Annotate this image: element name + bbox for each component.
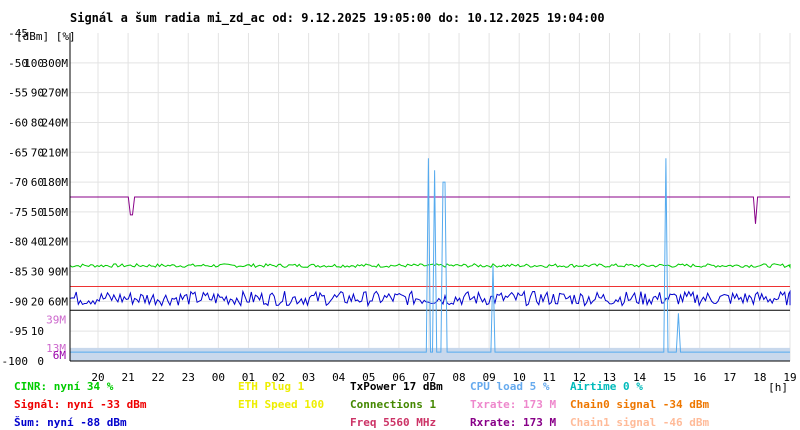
y-tick-label-rate: 180M <box>42 176 69 189</box>
x-tick-label: 12 <box>573 371 586 384</box>
x-tick-label: 21 <box>121 371 134 384</box>
x-tick-label: 10 <box>513 371 526 384</box>
legend-item: CINR: nyní 34 % <box>14 380 114 393</box>
legend-item: Freq 5560 MHz <box>350 416 436 429</box>
legend-item: Connections 1 <box>350 398 436 411</box>
x-tick-label: 00 <box>212 371 225 384</box>
legend: CINR: nyní 34 % Signál: nyní -33 dBm Šum: … <box>14 380 709 429</box>
x-tick-label: 04 <box>332 371 346 384</box>
y-tick-label-pct: 40 <box>31 236 44 249</box>
x-tick-label: 09 <box>483 371 496 384</box>
y-side-label: 6M <box>53 349 67 362</box>
series-line-cinr <box>69 263 791 269</box>
x-tick-label: 02 <box>272 371 285 384</box>
y-tick-label-pct: 30 <box>31 266 44 279</box>
y-side-label: 39M <box>46 313 66 326</box>
y-tick-label-pct: 50 <box>31 206 44 219</box>
y-tick-label-dbm: -80 <box>8 236 28 249</box>
x-axis: 20 21 22 23 00 01 02 03 04 05 06 07 08 09 10 11 12 13 14 15… <box>91 371 796 394</box>
y-tick-label-dbm: -60 <box>8 116 28 129</box>
legend-item: Chain0 signal -34 dBm <box>570 398 709 411</box>
x-tick-label: 03 <box>302 371 315 384</box>
y-tick-label-dbm: -75 <box>8 206 28 219</box>
y-tick-label-rate: 300M <box>42 57 69 70</box>
x-tick-label: 22 <box>152 371 165 384</box>
series-line-sign-l <box>70 196 790 224</box>
y-tick-label-pct: 100 <box>24 57 44 70</box>
chart-title: Signál a šum radia mi_zd_ac od: 9.12.202… <box>70 11 605 26</box>
y-tick-label-dbm: -50 <box>8 57 28 70</box>
x-tick-label: 13 <box>603 371 616 384</box>
y-tick-label-rate: 270M <box>42 87 69 100</box>
x-tick-label: 14 <box>633 371 647 384</box>
legend-item: Rxrate: 173 M <box>470 416 556 429</box>
legend-item: Šum: nyní -88 dBm <box>14 416 127 429</box>
y-tick-label-pct: 60 <box>31 176 44 189</box>
legend-item: TxPower 17 dBm <box>350 380 443 393</box>
legend-item: ETH Plug 1 <box>238 380 305 393</box>
x-tick-label: 15 <box>663 371 676 384</box>
series-line--um <box>69 289 791 308</box>
x-tick-label: 19 <box>783 371 796 384</box>
y-tick-label-dbm: -45 <box>8 27 28 40</box>
low-rate-band <box>70 347 790 361</box>
y-tick-label-pct: 10 <box>31 325 44 338</box>
series-line-txrate-rxrate <box>70 158 790 353</box>
y-tick-label-dbm: -100 <box>2 355 29 368</box>
legend-item: CPU load 5 % <box>470 380 550 393</box>
plot-area <box>69 33 791 362</box>
y-tick-label-dbm: -70 <box>8 176 28 189</box>
legend-item: Chain1 signal -46 dBm <box>570 416 709 429</box>
y-tick-label-pct: 80 <box>31 116 44 129</box>
y-tick-label-pct: 20 <box>31 295 44 308</box>
y-tick-label-rate: 120M <box>42 236 69 249</box>
y-tick-label-dbm: -95 <box>8 325 28 338</box>
y-tick-label-pct: 90 <box>31 87 44 100</box>
legend-item: Txrate: 173 M <box>470 398 556 411</box>
y-units-header: [dBm] [%] <box>16 30 76 43</box>
x-tick-label: 17 <box>723 371 736 384</box>
y-tick-label-pct: 70 <box>31 146 44 159</box>
y-tick-label-dbm: -55 <box>8 87 28 100</box>
y-tick-label-rate: 210M <box>42 146 69 159</box>
x-tick-label: 11 <box>543 371 556 384</box>
x-unit-label: [h] <box>768 381 788 394</box>
x-tick-label: 23 <box>182 371 195 384</box>
y-tick-label-dbm: -65 <box>8 146 28 159</box>
x-tick-label: 18 <box>753 371 766 384</box>
x-tick-label: 20 <box>91 371 104 384</box>
y-tick-label-rate: 90M <box>48 266 68 279</box>
legend-item: ETH Speed 100 <box>238 398 324 411</box>
y-tick-label-rate: 150M <box>42 206 69 219</box>
x-tick-label: 07 <box>422 371 435 384</box>
x-tick-label: 06 <box>392 371 405 384</box>
y-side-label: 13M <box>46 342 66 355</box>
legend-item: Airtime 0 % <box>570 380 643 393</box>
x-tick-label: 05 <box>362 371 375 384</box>
y-tick-label-rate: 240M <box>42 116 69 129</box>
x-tick-label: 08 <box>452 371 465 384</box>
y-tick-label-dbm: -85 <box>8 266 28 279</box>
legend-item: Signál: nyní -33 dBm <box>14 398 147 411</box>
y-tick-label-rate: 60M <box>48 295 68 308</box>
y-tick-label-dbm: -90 <box>8 295 28 308</box>
y-tick-label-pct: 0 <box>37 355 44 368</box>
x-tick-label: 01 <box>242 371 255 384</box>
x-tick-label: 16 <box>693 371 706 384</box>
